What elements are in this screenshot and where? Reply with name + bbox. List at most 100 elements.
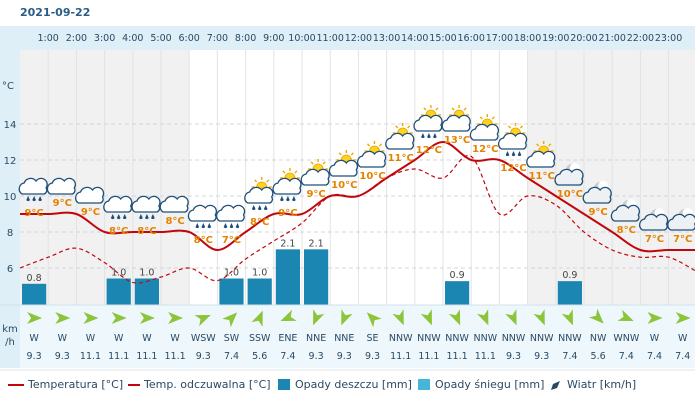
temperature-value-label: 12°C bbox=[500, 163, 526, 174]
sun-ray bbox=[366, 143, 371, 147]
moon-cloud-icon bbox=[582, 181, 612, 204]
rain-cloud-icon bbox=[103, 195, 133, 220]
temperature-value-label: 11°C bbox=[529, 171, 555, 182]
wind-direction-label: W bbox=[58, 333, 68, 344]
wind-arrow-shape bbox=[505, 309, 517, 326]
weather-chart: 1:00 2:00 3:00 4:00 5:00 6:00 7:00 8:00 9:00 10:0… bbox=[0, 26, 695, 371]
wind-speed-label: 9.3 bbox=[337, 351, 352, 362]
rain-drop bbox=[145, 214, 149, 220]
wind-arrow-icon bbox=[505, 309, 517, 326]
wind-speed-label: 5.6 bbox=[252, 351, 267, 362]
sun-ray bbox=[451, 107, 455, 111]
rain-value-label: 0.8 bbox=[27, 273, 42, 284]
rain-bar bbox=[134, 278, 159, 305]
sun-rain-cloud-icon bbox=[244, 177, 274, 211]
sun-cloud-icon bbox=[328, 150, 359, 177]
rain-drop bbox=[32, 196, 36, 202]
wind-direction-label: SE bbox=[366, 333, 378, 344]
sun-rain-cloud-icon bbox=[498, 123, 528, 157]
wind-arrow-shape bbox=[561, 309, 573, 326]
sun-ray bbox=[338, 152, 342, 156]
y-tick-label: 12 bbox=[4, 156, 17, 167]
rain-drop bbox=[263, 205, 268, 211]
wind-direction-label: NNE bbox=[334, 333, 354, 344]
temperature-value-label: 10°C bbox=[359, 171, 385, 182]
rain-value-label: 0.9 bbox=[562, 270, 577, 281]
cloud-shape bbox=[526, 150, 556, 168]
hour-tick-label: 15:00 bbox=[429, 33, 456, 44]
left-axis-band bbox=[0, 26, 20, 368]
cloud-shape bbox=[441, 114, 471, 132]
wind-arrow-icon bbox=[647, 312, 663, 324]
sun-ray bbox=[294, 170, 298, 174]
rain-value-label: 1.0 bbox=[224, 268, 239, 279]
hour-tick-label: 14:00 bbox=[401, 33, 428, 44]
temperature-line bbox=[20, 140, 695, 253]
wind-arrow-shape bbox=[341, 309, 353, 326]
wind-arrow-shape bbox=[55, 312, 71, 324]
temperature-value-label: 8°C bbox=[109, 226, 128, 237]
cloud-icon bbox=[46, 177, 77, 195]
legend-temperature-line-icon bbox=[8, 383, 24, 386]
wind-speed-label: 7.4 bbox=[280, 351, 295, 362]
wind-speed-label: 11.1 bbox=[108, 351, 129, 362]
wind-arrow-icon bbox=[588, 308, 604, 324]
hour-tick-label: 19:00 bbox=[542, 33, 569, 44]
hour-tick-label: 13:00 bbox=[373, 33, 400, 44]
wind-arrow-shape bbox=[313, 309, 325, 326]
cloud-shape bbox=[46, 177, 77, 195]
wind-arrow-shape bbox=[617, 309, 634, 322]
wind-arrow-icon bbox=[366, 312, 382, 328]
wind-arrow-shape bbox=[675, 312, 691, 324]
wind-arrow-shape bbox=[27, 312, 43, 324]
sun-ray bbox=[423, 107, 427, 111]
legend-snow-label: Opady śniegu [mm] bbox=[435, 378, 545, 391]
moon-cloud-icon bbox=[554, 163, 584, 186]
hour-tick-label: 11:00 bbox=[317, 33, 344, 44]
y-unit-label: °C bbox=[2, 81, 14, 92]
temperature-value-label: 9°C bbox=[24, 208, 43, 219]
legend-feels-like: Temp. odczuwalna [°C] bbox=[128, 378, 271, 391]
sun-ray bbox=[435, 107, 439, 111]
forecast-date: 2021-09-22 bbox=[20, 6, 91, 19]
sun-ray bbox=[266, 179, 270, 183]
cloud-shape bbox=[216, 204, 246, 222]
hour-tick-label: 1:00 bbox=[38, 33, 59, 44]
wind-arrow-shape bbox=[168, 312, 184, 324]
wind-speed-label: 5.6 bbox=[591, 351, 606, 362]
wind-direction-label: W bbox=[650, 333, 660, 344]
sun-ray bbox=[282, 170, 286, 174]
rain-cloud-icon bbox=[131, 195, 161, 220]
sun-rain-cloud-icon bbox=[413, 105, 443, 139]
cloud-shape bbox=[639, 213, 669, 231]
wind-speed-label: 7.4 bbox=[647, 351, 662, 362]
hour-tick-label: 5:00 bbox=[150, 33, 171, 44]
cloud-shape bbox=[18, 177, 48, 195]
cloud-icon bbox=[75, 186, 105, 204]
wind-speed-label: 9.3 bbox=[506, 351, 521, 362]
sun-ray bbox=[407, 125, 411, 129]
cloud-shape bbox=[610, 204, 641, 222]
hour-tick-label: 18:00 bbox=[514, 33, 541, 44]
rain-cloud-icon bbox=[187, 204, 218, 229]
sun-cloud-icon bbox=[469, 114, 500, 141]
rain-value-label: 1.0 bbox=[252, 268, 267, 279]
wind-arrow-icon bbox=[392, 309, 404, 326]
wind-arrow-shape bbox=[477, 309, 489, 326]
sun-ray bbox=[350, 152, 354, 156]
sun-ray bbox=[536, 143, 540, 147]
rain-drop bbox=[116, 214, 121, 220]
wind-arrow-icon bbox=[251, 310, 263, 327]
hour-tick-label: 10:00 bbox=[288, 33, 315, 44]
hour-tick-label: 9:00 bbox=[263, 33, 284, 44]
wind-arrow-shape bbox=[533, 309, 545, 326]
y-tick-label: 10 bbox=[4, 192, 17, 203]
sun-ray bbox=[463, 107, 467, 111]
wind-arrow-shape bbox=[139, 312, 155, 324]
sun-ray bbox=[378, 143, 383, 147]
wind-direction-label: SW bbox=[224, 333, 240, 344]
temperature-value-label: 7°C bbox=[222, 235, 241, 246]
sun-ray bbox=[491, 116, 495, 120]
wind-arrow-icon bbox=[55, 312, 71, 324]
legend-rain-swatch-icon bbox=[278, 379, 290, 390]
